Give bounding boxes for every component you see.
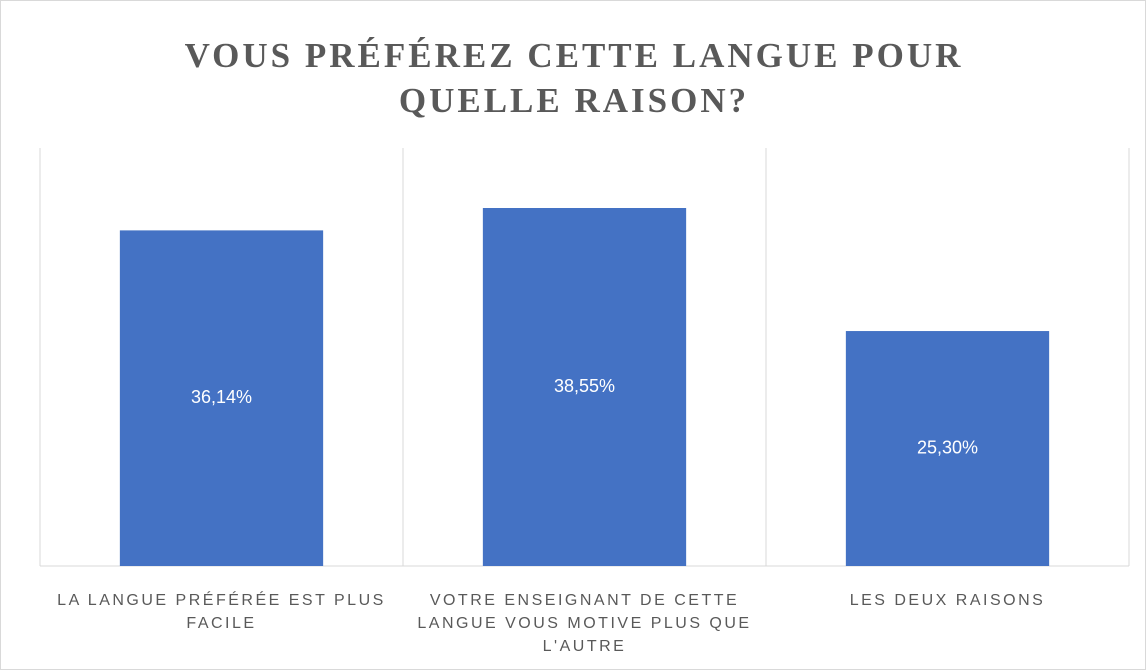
bar — [845, 331, 1050, 566]
data-label: 36,14% — [191, 387, 252, 407]
x-tick-label: LES DEUX RAISONS — [849, 592, 1046, 609]
data-label: 25,30% — [917, 437, 978, 457]
bar — [119, 230, 324, 566]
bar — [482, 208, 687, 566]
x-tick-label: VOTRE ENSEIGNANT DE CETTE LANGUE VOUS MO… — [417, 592, 752, 655]
data-label: 38,55% — [554, 376, 615, 396]
chart-title: VOUS PRÉFÉREZ CETTE LANGUE POUR QUELLE R… — [184, 36, 964, 120]
x-tick-label: LA LANGUE PRÉFÉRÉE EST PLUS FACILE — [57, 592, 386, 632]
